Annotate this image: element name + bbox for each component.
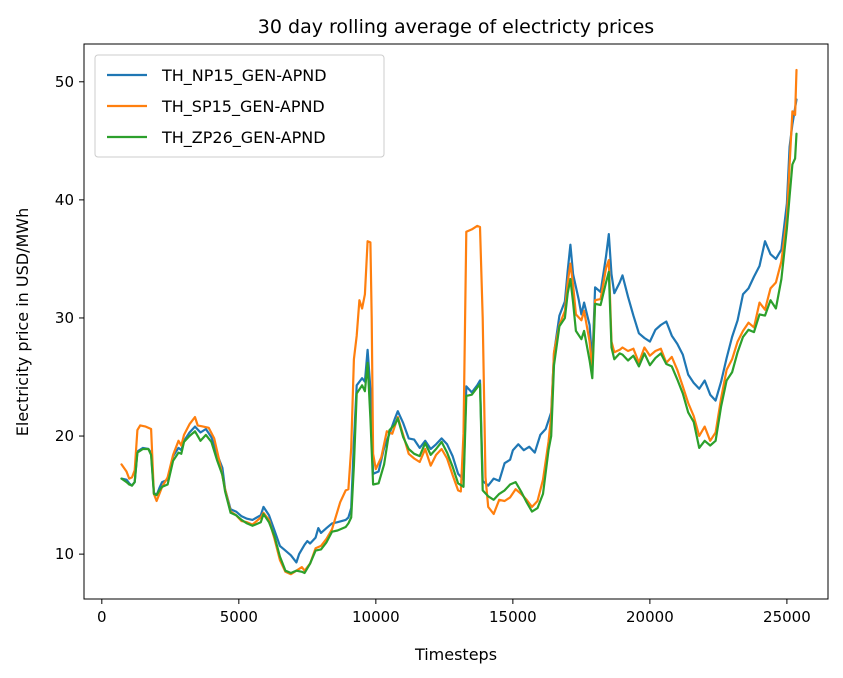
x-tick-label: 10000 <box>352 608 400 626</box>
y-axis-label: Electricity price in USD/MWh <box>13 208 32 436</box>
y-tick-label: 10 <box>55 545 74 563</box>
x-tick-label: 0 <box>97 608 107 626</box>
legend-box <box>94 54 385 158</box>
y-tick-label: 30 <box>55 309 74 327</box>
y-axis: 10 20 30 40 50 <box>55 73 84 563</box>
plot-series-layer <box>120 68 798 576</box>
chart-title: 30 day rolling average of electricty pri… <box>258 16 654 38</box>
x-axis: 0 5000 10000 15000 20000 25000 <box>97 599 811 626</box>
y-tick-label: 20 <box>55 427 74 445</box>
x-tick-label: 20000 <box>626 608 674 626</box>
legend: TH_NP15_GEN-APND TH_SP15_GEN-APND TH_ZP26_… <box>94 54 385 158</box>
x-axis-label: Timesteps <box>414 645 497 664</box>
legend-label-2: TH_ZP26_GEN-APND <box>161 128 326 148</box>
legend-label-0: TH_NP15_GEN-APND <box>161 66 327 86</box>
x-tick-label: 5000 <box>220 608 258 626</box>
y-tick-label: 40 <box>55 191 74 209</box>
plot-frame <box>83 43 829 600</box>
legend-label-1: TH_SP15_GEN-APND <box>161 97 325 117</box>
x-tick-label: 25000 <box>763 608 811 626</box>
series-line-2 <box>120 132 798 575</box>
x-tick-label: 15000 <box>489 608 537 626</box>
y-tick-label: 50 <box>55 73 74 91</box>
